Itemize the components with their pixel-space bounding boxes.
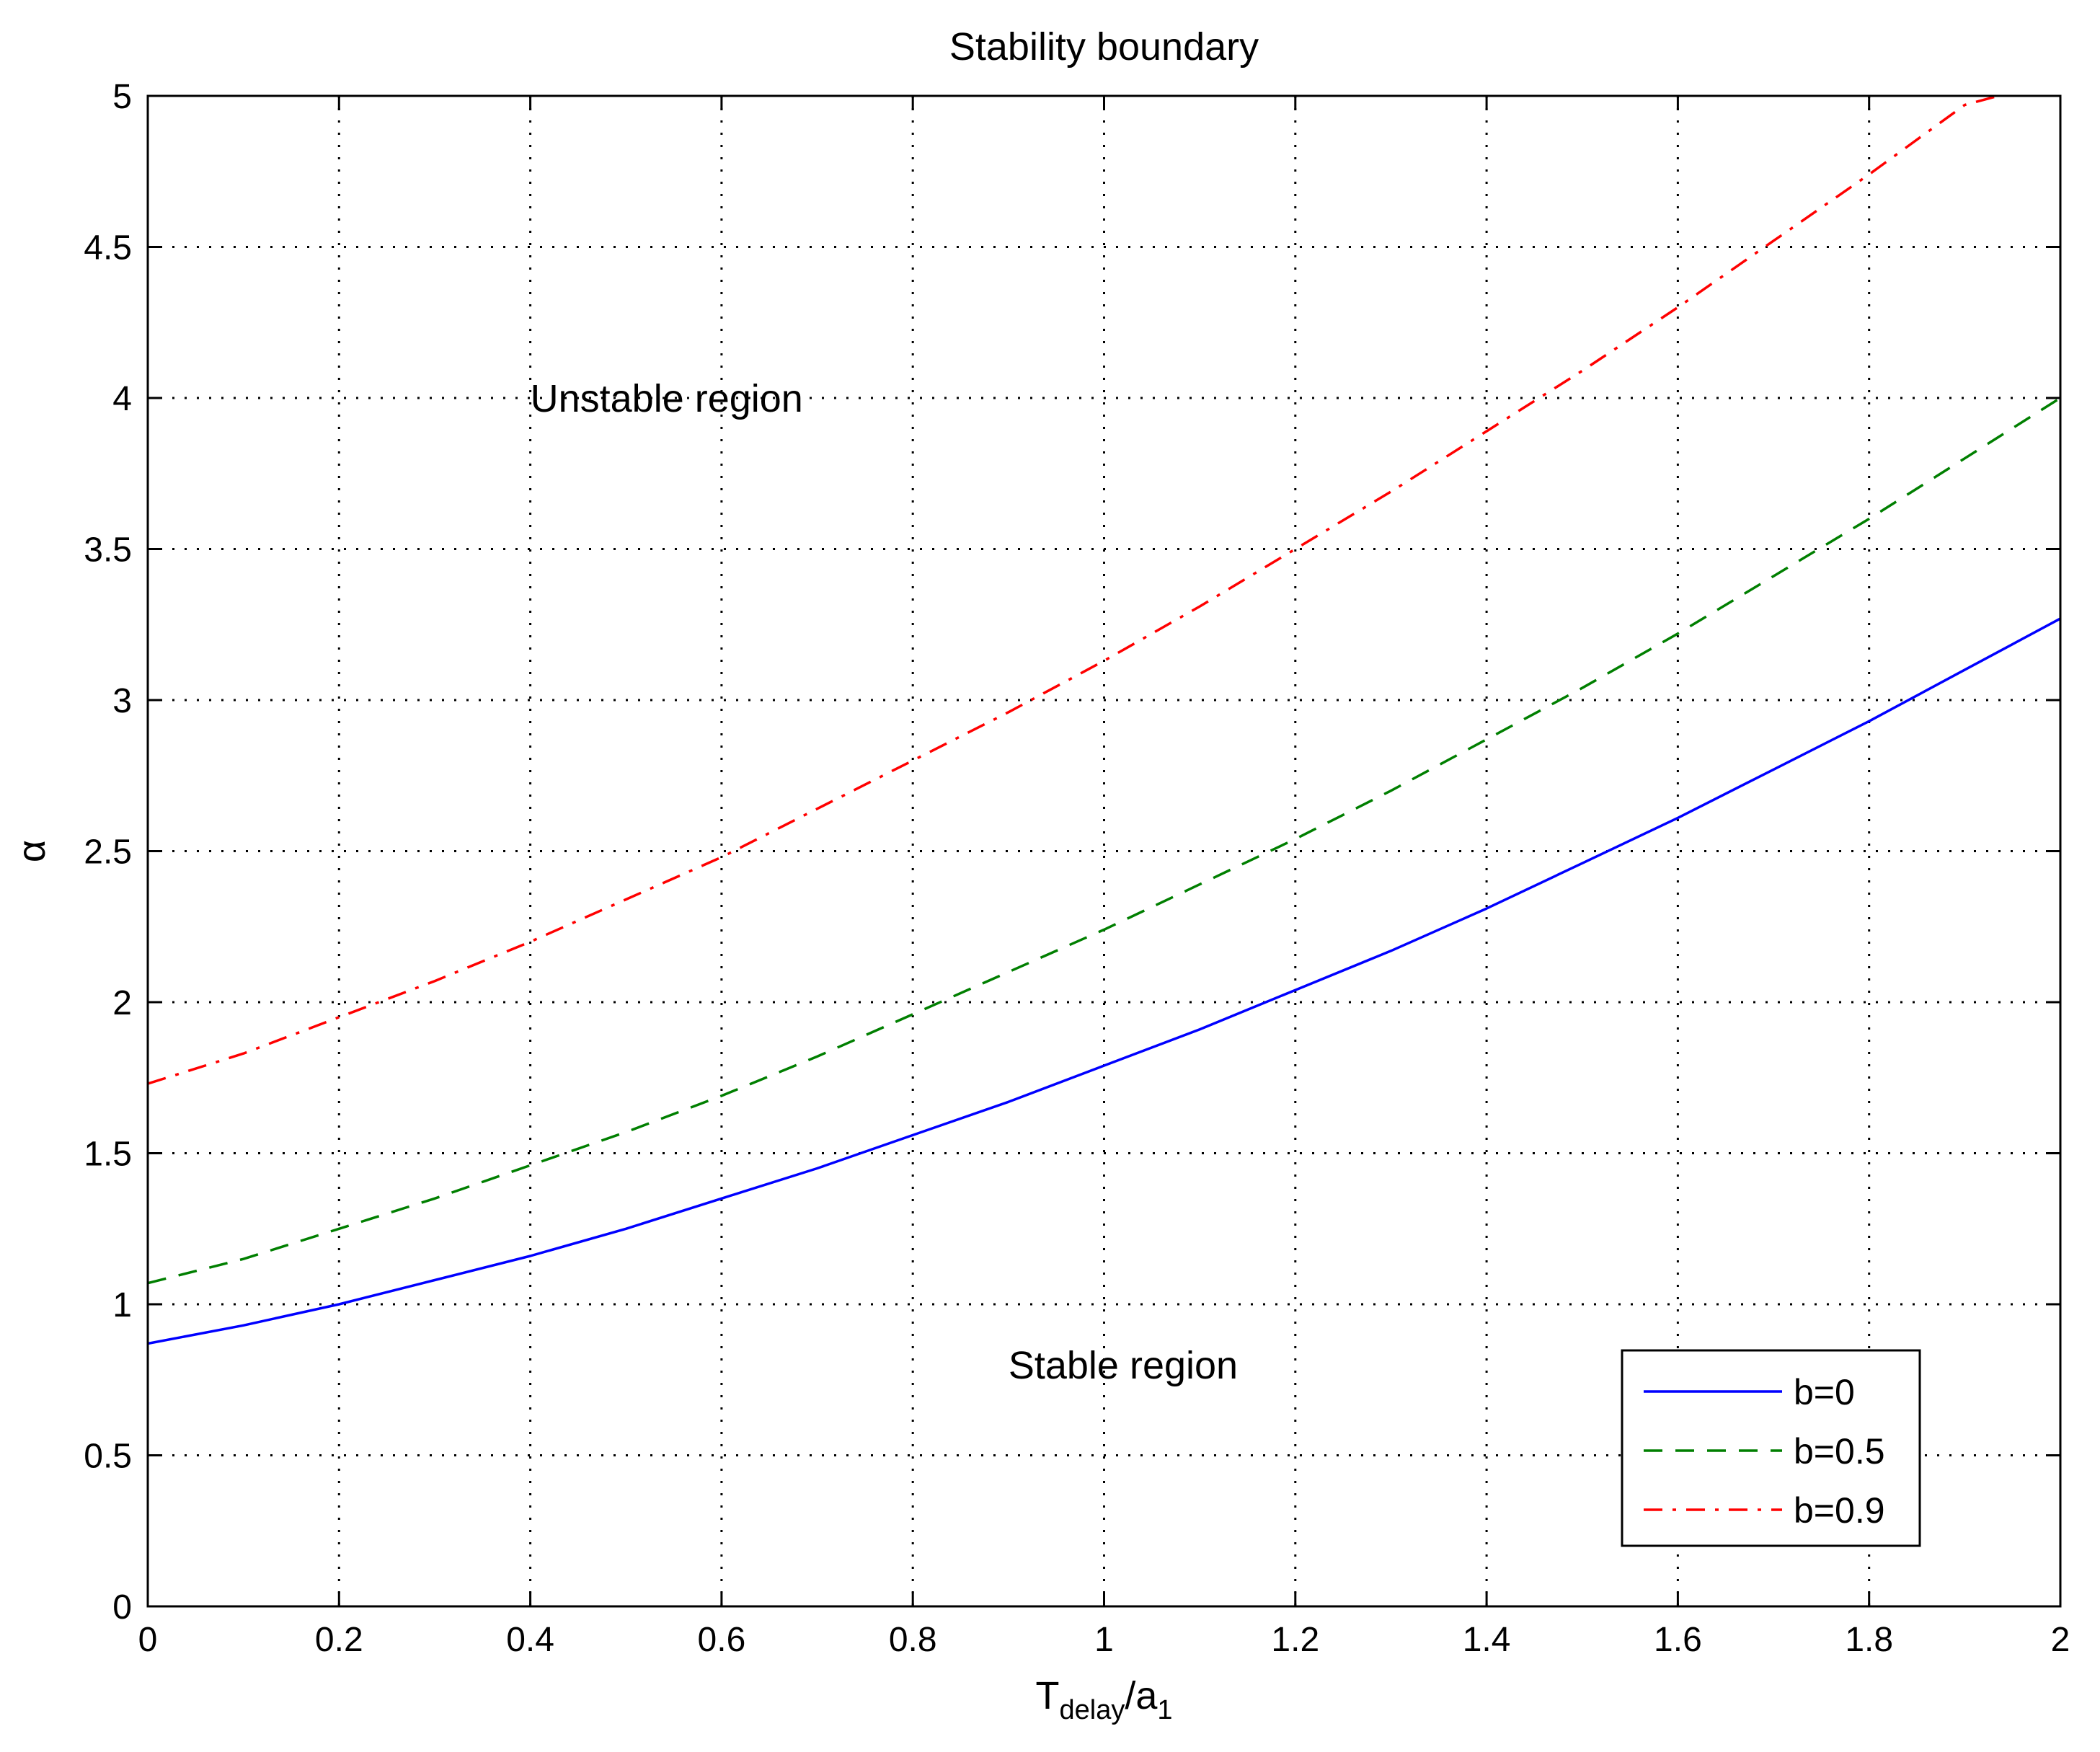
x-tick-label: 0 — [138, 1621, 158, 1659]
x-axis-label: Tdelay/a1 — [1035, 1674, 1172, 1725]
legend-label-b=0.9: b=0.9 — [1794, 1490, 1885, 1531]
x-tick-label: 0.4 — [506, 1621, 554, 1659]
y-axis-tick-labels: 0 0.5 1 1.5 2 2.5 3 3.5 4 4.5 5 — [84, 78, 132, 1627]
y-tick-label: 2 — [112, 984, 132, 1022]
y-tick-label: 3 — [112, 682, 132, 720]
legend-label-b=0: b=0 — [1794, 1372, 1855, 1412]
legend-box — [1621, 1349, 1921, 1547]
legend-label-b=0.5: b=0.5 — [1794, 1431, 1885, 1472]
y-axis-label: α — [10, 840, 53, 862]
x-label-subscript-1: 1 — [1157, 1695, 1172, 1725]
grid — [148, 96, 2060, 1606]
y-tick-label: 1 — [112, 1286, 132, 1324]
annotations: Unstable region Stable region — [531, 377, 1238, 1387]
x-tick-label: 0.6 — [698, 1621, 746, 1659]
y-tick-label: 4 — [112, 380, 132, 418]
series-lines — [147, 94, 2061, 1345]
x-tick-label: 2 — [2051, 1621, 2070, 1659]
x-tick-label: 1.2 — [1271, 1621, 1319, 1659]
y-tick-label: 3.5 — [84, 531, 132, 570]
series-line-b=0 — [147, 617, 2061, 1345]
plot-border — [146, 94, 2062, 1608]
legend: b=0 b=0.5 b=0.9 — [1621, 1349, 1921, 1547]
stable-region-label: Stable region — [1009, 1344, 1238, 1387]
x-tick-label: 0.2 — [315, 1621, 363, 1659]
y-tick-label: 2.5 — [84, 833, 132, 872]
y-tick-label: 1.5 — [84, 1136, 132, 1174]
y-tick-label: 5 — [112, 78, 132, 116]
chart-title: Stability boundary — [949, 25, 1259, 68]
x-tick-label: 1.6 — [1654, 1621, 1702, 1659]
x-tick-label: 1.4 — [1463, 1621, 1511, 1659]
y-tick-label: 0 — [112, 1588, 132, 1627]
y-tick-label: 0.5 — [84, 1438, 132, 1476]
x-tick-label: 1.8 — [1845, 1621, 1893, 1659]
x-label-subscript-delay: delay — [1059, 1695, 1125, 1725]
x-label-base: T — [1035, 1674, 1059, 1717]
series-line-b=0.9 — [147, 94, 1999, 1085]
x-tick-label: 0.8 — [889, 1621, 937, 1659]
series-line-b=0.5 — [147, 397, 2061, 1285]
unstable-region-label: Unstable region — [531, 377, 803, 420]
x-axis-tick-labels: 0 0.2 0.4 0.6 0.8 1 1.2 1.4 1.6 1.8 2 — [138, 1621, 2070, 1659]
y-tick-label: 4.5 — [84, 229, 132, 267]
x-label-mid: /a — [1125, 1674, 1158, 1717]
x-tick-label: 1 — [1094, 1621, 1114, 1659]
